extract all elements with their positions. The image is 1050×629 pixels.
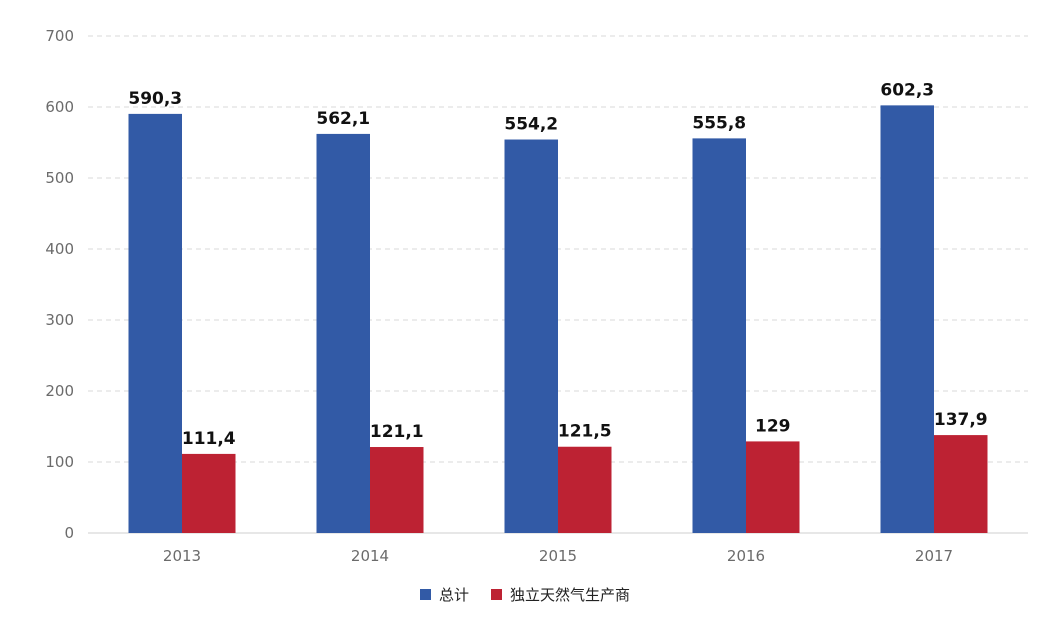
data-label: 555,8 [692, 113, 746, 133]
bar-total [880, 105, 934, 533]
x-tick-label: 2014 [351, 547, 389, 565]
legend-item-total: 总计 [419, 584, 469, 605]
y-tick-label: 500 [45, 169, 74, 187]
legend-item-independent-producers: 独立天然气生产商 [491, 584, 630, 605]
legend-label-independent-producers: 独立天然气生产商 [510, 585, 631, 604]
bar-total [316, 133, 370, 533]
y-axis: 0 100 200 300 400 500 600 700 [45, 27, 74, 542]
legend-swatch-total [419, 588, 431, 600]
x-axis: 2013 2014 2015 2016 2017 [163, 547, 953, 565]
legend: 总计 独立天然气生产商 [0, 582, 1050, 606]
legend-swatch-independent-producers [491, 588, 502, 600]
y-tick-label: 400 [45, 240, 74, 258]
data-labels: 590,3 111,4 562,1 121,1 554,2 121,5 555,8 129 60… [128, 80, 987, 449]
y-tick-label: 300 [45, 311, 74, 329]
bar-independent-producers [182, 453, 236, 533]
data-label: 111,4 [182, 429, 236, 449]
x-tick-label: 2017 [915, 547, 953, 565]
data-label: 121,1 [370, 422, 424, 442]
bar-independent-producers [746, 441, 800, 533]
bars [128, 105, 988, 534]
bar-total [504, 139, 558, 533]
data-label: 590,3 [128, 89, 182, 109]
data-label: 137,9 [934, 410, 988, 430]
bar-total [692, 138, 746, 533]
data-label: 129 [755, 416, 791, 436]
bar-independent-producers [558, 446, 612, 533]
y-tick-label: 0 [64, 524, 74, 542]
bar-total [128, 113, 182, 534]
x-tick-label: 2015 [539, 547, 577, 565]
data-label: 554,2 [504, 115, 558, 135]
data-label: 562,1 [316, 109, 370, 129]
legend-label-total: 总计 [438, 585, 469, 604]
y-tick-label: 200 [45, 382, 74, 400]
data-label: 602,3 [880, 80, 934, 100]
y-tick-label: 700 [45, 27, 74, 45]
data-label: 121,5 [558, 422, 612, 442]
y-tick-label: 100 [45, 453, 74, 471]
x-tick-label: 2013 [163, 547, 201, 565]
y-tick-label: 600 [45, 98, 74, 116]
x-tick-label: 2016 [727, 547, 765, 565]
bar-independent-producers [370, 447, 424, 533]
bar-independent-producers [934, 435, 988, 533]
